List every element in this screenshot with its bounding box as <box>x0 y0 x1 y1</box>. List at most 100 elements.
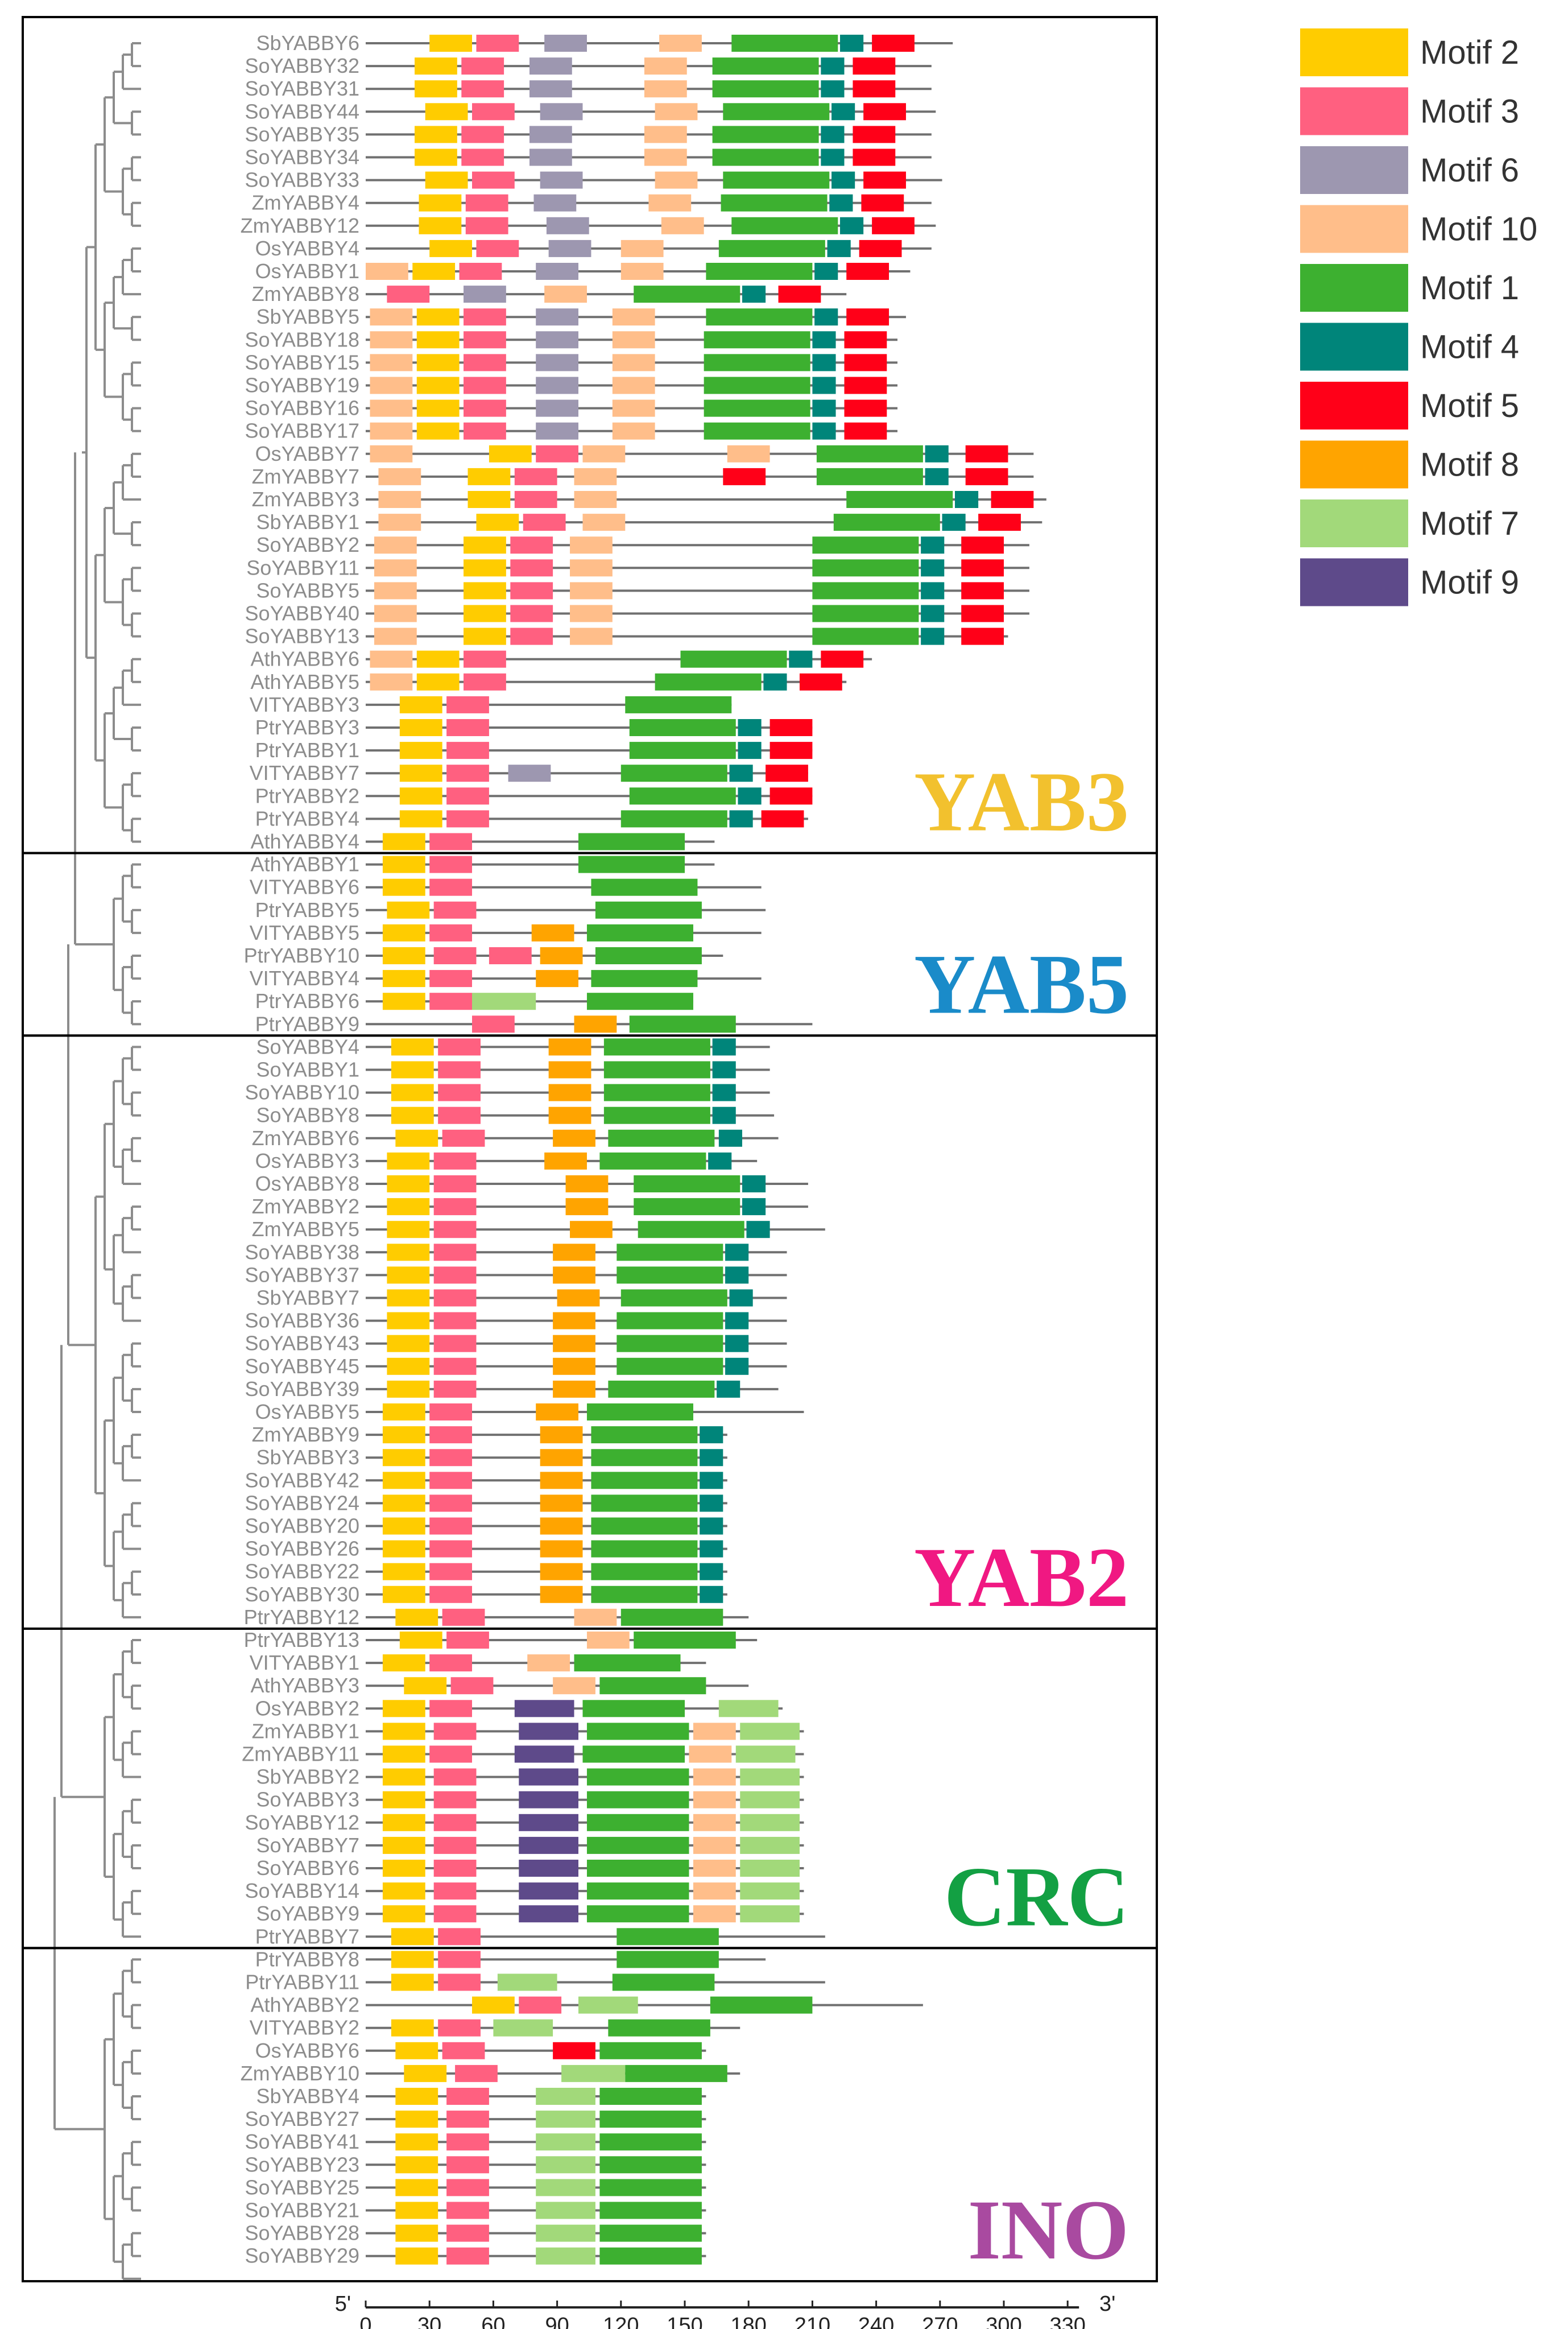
motif-box <box>725 1266 749 1284</box>
motif-box <box>510 559 553 577</box>
motif-box <box>961 627 1004 645</box>
motif-box <box>742 286 766 303</box>
motif-box <box>608 1380 715 1398</box>
motif-box <box>629 1015 736 1033</box>
motif-box <box>700 1540 723 1558</box>
motif-tracks <box>366 35 1046 2265</box>
motif-box <box>461 80 504 98</box>
motif-box <box>382 1494 425 1512</box>
gene-label: ZmYABBY7 <box>252 465 359 488</box>
motif-box <box>655 673 762 691</box>
motif-box <box>574 1015 617 1033</box>
gene-label: OsYABBY5 <box>255 1400 359 1423</box>
motif-box <box>429 35 472 52</box>
motif-box <box>433 1175 477 1192</box>
gene-track <box>366 2111 706 2128</box>
gene-label: SoYABBY16 <box>245 397 359 420</box>
gene-label: VITYABBY6 <box>250 876 359 899</box>
motif-box <box>821 57 845 75</box>
gene-track <box>366 924 762 941</box>
gene-track <box>366 673 847 691</box>
motif-box <box>546 217 589 234</box>
motif-box <box>529 80 572 98</box>
motif-box <box>464 331 506 349</box>
motif-box <box>446 696 489 713</box>
motif-box <box>433 1768 477 1786</box>
motif-box <box>812 331 836 349</box>
motif-box <box>725 1312 749 1329</box>
motif-box <box>465 194 508 212</box>
motif-box <box>382 1814 425 1831</box>
motif-box <box>382 1700 425 1717</box>
motif-box <box>382 993 425 1010</box>
motif-box <box>382 1860 425 1877</box>
gene-track <box>366 1221 825 1238</box>
motif-box <box>429 1517 472 1535</box>
gene-track <box>366 1266 787 1284</box>
gene-track <box>366 1084 770 1101</box>
motif-box <box>370 673 413 691</box>
gene-track <box>366 126 932 143</box>
motif-box <box>374 559 417 577</box>
motif-box <box>387 286 430 303</box>
motif-box <box>831 103 855 121</box>
motif-box <box>433 1905 477 1923</box>
motif-box <box>378 514 421 531</box>
gene-label-column: SbYABBY6SoYABBY32SoYABBY31SoYABBY44SoYAB… <box>241 31 359 2268</box>
motif-box <box>712 1061 736 1079</box>
motif-box <box>536 1403 578 1420</box>
motif-box <box>433 1814 477 1831</box>
motif-box <box>536 422 578 440</box>
motif-box <box>706 308 813 326</box>
motif-box <box>723 468 766 485</box>
motif-box <box>446 719 489 736</box>
motif-box <box>433 1266 477 1284</box>
motif-box <box>391 1951 434 1968</box>
motif-box <box>429 1540 472 1558</box>
motif-box <box>446 2088 489 2105</box>
motif-box <box>821 148 845 166</box>
motif-box <box>536 2202 595 2219</box>
gene-track <box>366 103 936 121</box>
motif-box <box>761 810 804 828</box>
gene-track <box>366 80 932 98</box>
motif-box <box>438 1084 481 1101</box>
motif-box <box>634 286 740 303</box>
gene-label: SoYABBY8 <box>256 1104 359 1127</box>
motif-box <box>861 194 904 212</box>
motif-box <box>391 1973 434 1991</box>
motif-box <box>591 1585 698 1603</box>
motif-box <box>429 1585 472 1603</box>
motif-box <box>840 217 864 234</box>
motif-box <box>831 171 855 189</box>
motif-box <box>553 1244 595 1261</box>
motif-box <box>416 673 460 691</box>
gene-track <box>366 1540 727 1558</box>
motif-box <box>846 308 890 326</box>
gene-label: AthYABBY3 <box>251 1674 359 1697</box>
gene-label: PtrYABBY4 <box>255 807 359 830</box>
motif-box <box>612 308 655 326</box>
gene-track <box>366 445 1034 463</box>
motif-box <box>370 422 413 440</box>
motif-box <box>382 1472 425 1489</box>
motif-box <box>612 377 655 394</box>
motif-box <box>548 1084 591 1101</box>
gene-track <box>366 239 932 257</box>
motif-box <box>446 2179 489 2196</box>
motif-box <box>644 148 687 166</box>
motif-box <box>429 239 472 257</box>
gene-label: PtrYABBY12 <box>244 1605 359 1629</box>
motif-box <box>729 1289 753 1307</box>
motif-box <box>429 833 472 850</box>
motif-box <box>446 810 489 828</box>
legend-label-m10: Motif 10 <box>1420 211 1537 248</box>
motif-box <box>429 1745 472 1763</box>
gene-track <box>366 2202 706 2219</box>
motif-box <box>419 194 462 212</box>
legend-swatch-m1 <box>1300 264 1408 312</box>
motif-box <box>510 605 553 622</box>
gene-label: SoYABBY38 <box>245 1240 359 1263</box>
motif-box <box>638 1221 744 1238</box>
